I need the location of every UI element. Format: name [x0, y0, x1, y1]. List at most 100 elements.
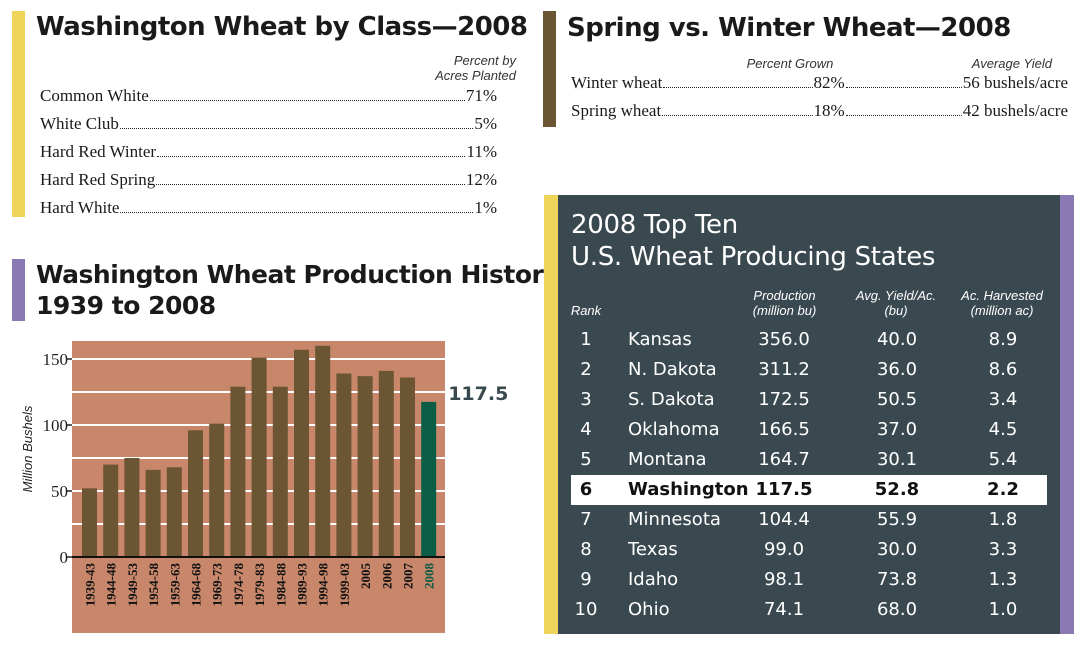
- y-tick-label: 100: [43, 416, 69, 435]
- x-tick-label: 1989-93: [295, 563, 310, 607]
- top-ten-accent-right: [1060, 195, 1074, 634]
- bar: [103, 464, 119, 557]
- table-row: 2 N. Dakota 311.2 36.0 8.6: [558, 355, 1060, 385]
- x-tick-label: 2008: [422, 563, 437, 590]
- production-history-chart: 0 50 100 150 Million Bushels 1939-43 1944-48 19…: [20, 341, 509, 633]
- cell-yield: 30.1: [876, 449, 918, 470]
- class-name: Common White: [40, 86, 149, 105]
- table-row-highlighted: 6 Washington 117.5 52.8 2.2: [571, 475, 1047, 505]
- header-production: Production (million bu): [737, 288, 832, 318]
- x-tick-label: 1979-83: [252, 563, 267, 607]
- table-row: 8 Texas 99.0 30.0 3.3: [558, 535, 1060, 565]
- leader-dots: [120, 212, 474, 213]
- cell-rank: 10: [574, 599, 598, 620]
- bar: [166, 467, 182, 557]
- cell-state: S. Dakota: [628, 389, 715, 410]
- bar: [272, 386, 288, 557]
- class-pct: 12%: [465, 170, 497, 189]
- class-name: White Club: [40, 114, 119, 133]
- spring-winter-accent: [543, 11, 556, 127]
- bar: [82, 488, 97, 557]
- cell-state: Minnesota: [628, 509, 721, 530]
- cell-rank: 5: [580, 449, 592, 470]
- cell-production: 99.0: [763, 539, 805, 560]
- wheat-yield: 56 bushels/acre: [962, 73, 1068, 92]
- bar: [294, 349, 309, 557]
- class-pct: 11%: [466, 142, 497, 161]
- cell-state: N. Dakota: [628, 359, 717, 380]
- cell-yield: 36.0: [876, 359, 918, 380]
- leader-dots: [845, 87, 962, 88]
- bar: [145, 469, 161, 557]
- x-tick-label: 1964-68: [189, 563, 204, 607]
- y-tick-label: 150: [43, 350, 69, 369]
- cell-state: Ohio: [628, 599, 670, 620]
- table-row: 10 Ohio 74.1 68.0 1.0: [558, 595, 1060, 625]
- cell-harvested: 1.3: [988, 569, 1018, 590]
- class-col-header-line2: Acres Planted: [435, 68, 516, 83]
- cell-production: 172.5: [758, 389, 810, 410]
- table-row: 7 Minnesota 104.4 55.9 1.8: [558, 505, 1060, 535]
- cell-yield: 40.0: [876, 329, 918, 350]
- x-tick-label: 1974-78: [231, 563, 246, 607]
- cell-state: Idaho: [628, 569, 679, 590]
- top-ten-panel: [558, 195, 1060, 634]
- spring-winter-row: Winter wheat 82% 56 bushels/acre: [571, 73, 1068, 99]
- class-row: Hard Red Spring 12%: [40, 170, 497, 196]
- leader-dots: [156, 184, 465, 185]
- spring-winter-row: Spring wheat 18% 42 bushels/acre: [571, 101, 1068, 127]
- cell-rank: 4: [580, 419, 592, 440]
- class-row: Hard Red Winter 11%: [40, 142, 497, 168]
- table-row: 9 Idaho 98.1 73.8 1.3: [558, 565, 1060, 595]
- x-tick-label: 2005: [358, 563, 373, 590]
- wheat-type: Spring wheat: [571, 101, 662, 120]
- class-col-header: Percent by Acres Planted: [396, 53, 516, 83]
- cell-production: 311.2: [758, 359, 810, 380]
- wheat-pct: 82%: [813, 73, 845, 92]
- cell-yield: 52.8: [874, 479, 920, 500]
- x-tick-label: 2006: [379, 563, 394, 590]
- bar: [209, 423, 225, 557]
- table-row: 1 Kansas 356.0 40.0 8.9: [558, 325, 1060, 355]
- cell-harvested: 1.8: [988, 509, 1018, 530]
- header-production-line1: Production: [753, 288, 816, 303]
- wheat-type: Winter wheat: [571, 73, 663, 92]
- header-rank: Rank: [570, 303, 602, 318]
- top-ten-title: 2008 Top Ten U.S. Wheat Producing States: [571, 209, 935, 273]
- y-axis-label: Million Bushels: [20, 405, 35, 492]
- spring-winter-col-yield: Average Yield: [971, 56, 1052, 71]
- wheat-yield: 42 bushels/acre: [962, 101, 1068, 120]
- cell-state: Texas: [628, 539, 678, 560]
- history-title-line2: 1939 to 2008: [36, 291, 216, 320]
- cell-production: 104.4: [758, 509, 810, 530]
- table-row: 5 Montana 164.7 30.1 5.4: [558, 445, 1060, 475]
- cell-yield: 30.0: [876, 539, 918, 560]
- cell-production: 166.5: [758, 419, 810, 440]
- cell-state: Washington: [628, 479, 749, 500]
- header-production-line2: (million bu): [752, 303, 817, 318]
- leader-dots: [845, 115, 962, 116]
- class-pct: 71%: [465, 86, 497, 105]
- class-name: Hard Red Spring: [40, 170, 156, 189]
- cell-rank: 8: [580, 539, 592, 560]
- cell-harvested: 8.6: [988, 359, 1018, 380]
- leader-dots: [157, 156, 466, 157]
- class-col-header-line1: Percent by: [453, 53, 516, 68]
- cell-harvested: 1.0: [988, 599, 1018, 620]
- top-ten-title-line2: U.S. Wheat Producing States: [571, 242, 936, 272]
- x-tick-label: 1969-73: [210, 563, 225, 607]
- x-tick-label: 1959-63: [167, 563, 182, 607]
- bar: [124, 458, 140, 557]
- cell-rank: 1: [580, 329, 592, 350]
- header-yield-line1: Avg. Yield/Ac.: [855, 288, 937, 303]
- cell-production: 356.0: [758, 329, 810, 350]
- leader-dots: [149, 100, 465, 101]
- header-yield: Avg. Yield/Ac. (bu): [843, 288, 949, 318]
- spring-winter-title: Spring vs. Winter Wheat—2008: [567, 13, 1011, 43]
- x-tick-label: 1949-53: [125, 563, 140, 607]
- bar: [315, 345, 331, 557]
- cell-yield: 37.0: [876, 419, 918, 440]
- cell-yield: 50.5: [876, 389, 918, 410]
- bar: [188, 430, 203, 557]
- x-tick-label: 1944-48: [104, 563, 119, 607]
